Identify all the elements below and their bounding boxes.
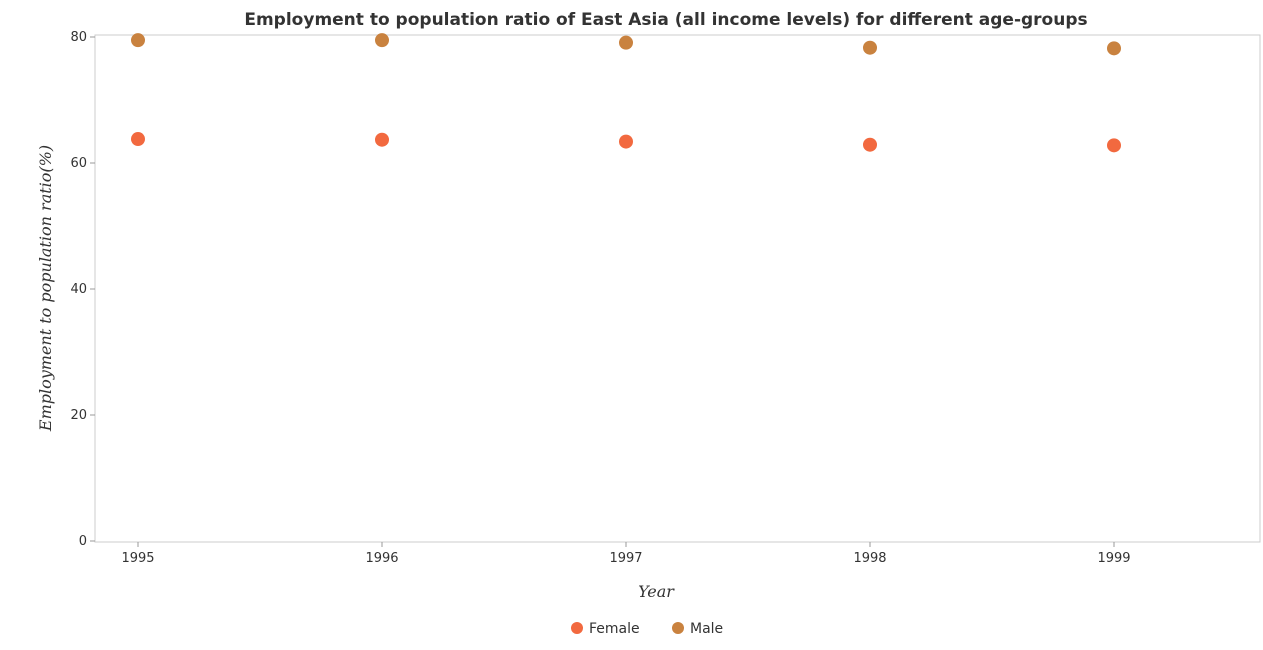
legend-label-female: Female	[589, 621, 640, 637]
point-male-1998	[863, 40, 877, 55]
point-male-1999	[1107, 41, 1121, 56]
plot-area	[94, 34, 1261, 543]
point-male-1996	[375, 33, 389, 48]
y-tick-label: 40	[70, 282, 87, 297]
point-female-1995	[131, 132, 145, 147]
y-tick-label: 20	[70, 408, 87, 423]
y-tick-label: 0	[79, 534, 87, 549]
plot-frame	[94, 34, 1261, 543]
y-axis-label: Employment to population ratio(%)	[36, 145, 55, 432]
chart-title: Employment to population ratio of East A…	[244, 10, 1087, 30]
x-axis-label: Year	[638, 582, 675, 601]
x-tick-label: 1996	[365, 551, 398, 566]
y-tick-label: 60	[70, 156, 87, 171]
y-axis: 0 20 40 60 80	[70, 30, 95, 549]
y-tick-label: 80	[70, 30, 87, 45]
point-female-1999	[1107, 138, 1121, 153]
point-male-1995	[131, 33, 145, 48]
point-female-1997	[619, 134, 633, 149]
point-female-1998	[863, 137, 877, 152]
x-axis: 1995 1996 1997 1998 1999	[121, 542, 1131, 566]
point-male-1997	[619, 35, 633, 50]
legend-label-male: Male	[690, 621, 723, 637]
legend: Female Male	[571, 621, 723, 637]
x-tick-label: 1998	[853, 551, 886, 566]
data-points	[131, 33, 1121, 153]
x-tick-label: 1999	[1097, 551, 1130, 566]
x-tick-label: 1995	[121, 551, 154, 566]
legend-marker-female	[571, 622, 583, 634]
x-tick-label: 1997	[609, 551, 642, 566]
point-female-1996	[375, 132, 389, 147]
legend-marker-male	[672, 622, 684, 634]
